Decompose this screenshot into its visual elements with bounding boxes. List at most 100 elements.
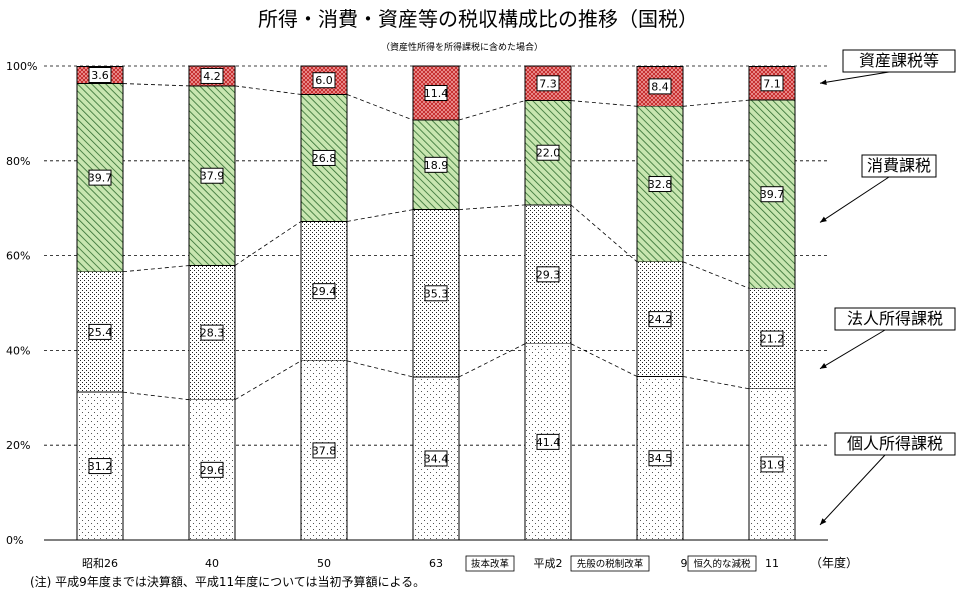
data-label: 26.8 — [312, 149, 337, 166]
data-label-text: 8.4 — [651, 80, 669, 93]
connector-line — [122, 83, 190, 87]
data-label-text: 7.3 — [539, 77, 557, 90]
y-tick-label: 40% — [6, 344, 30, 357]
data-label-text: 39.7 — [88, 172, 113, 185]
y-tick-label: 0% — [6, 534, 23, 547]
x-tick-label: 40 — [205, 557, 219, 570]
data-label: 21.2 — [760, 330, 784, 347]
data-label-box — [200, 324, 224, 341]
legend-arrow-line — [819, 454, 886, 526]
connector-line — [570, 100, 638, 107]
connector-line — [458, 100, 526, 121]
data-label: 3.6 — [88, 67, 112, 84]
connector-line — [122, 391, 190, 401]
data-label: 7.3 — [536, 75, 560, 92]
data-label-text: 41.4 — [536, 436, 561, 449]
chart-title: 所得・消費・資産等の税収構成比の推移（国税） — [258, 7, 698, 31]
y-tick-label: 60% — [6, 250, 30, 263]
legend-arrow-head — [820, 363, 827, 369]
reform-annotation-text: 先般の税制改革 — [577, 558, 644, 570]
legend-arrow-line — [819, 71, 890, 84]
data-label-box — [312, 283, 336, 300]
legend-arrow-head — [820, 518, 827, 525]
data-label-text: 7.1 — [763, 77, 781, 90]
legend-arrow-line — [819, 176, 890, 223]
data-label-box — [760, 456, 784, 473]
data-label: 22.0 — [536, 144, 561, 161]
data-label-box — [200, 461, 224, 478]
data-label: 29.4 — [312, 283, 337, 300]
data-label-box — [424, 85, 448, 102]
legend-arrow-head — [820, 216, 827, 223]
data-label: 41.4 — [536, 433, 561, 450]
legend-box — [842, 49, 956, 73]
legend-label: 消費課税 — [867, 156, 931, 175]
data-label: 25.4 — [88, 323, 112, 340]
legend-arrow-head — [820, 79, 827, 85]
connector-lines — [122, 83, 750, 401]
data-label-box — [200, 67, 224, 84]
reform-annotation-text: 抜本改革 — [471, 558, 510, 570]
legend-label: 資産課税等 — [859, 51, 939, 70]
reform-annotation: 恒久的な減税 — [687, 555, 757, 572]
bar-消費課税 — [748, 99, 796, 289]
data-label-box — [648, 311, 672, 328]
data-label: 39.7 — [88, 169, 113, 186]
bar-個人所得課税 — [524, 343, 572, 541]
y-tick-label: 100% — [6, 60, 37, 73]
data-label-text: 29.3 — [536, 268, 561, 281]
chart-subtitle: （資産性所得を所得課税に含めた場合） — [381, 41, 543, 53]
x-tick-label: 昭和26 — [82, 557, 118, 570]
data-labels: 31.2 25.4 39.7 3.6 29.6 28.3 37.9 4.2 37.8 29.4 26… — [88, 67, 785, 478]
data-label-box — [648, 176, 672, 193]
x-tick-label: 50 — [317, 557, 331, 570]
data-label-box — [536, 266, 560, 283]
data-label-text: 28.3 — [200, 327, 225, 340]
data-label-box — [200, 167, 224, 184]
data-label-box — [648, 78, 672, 95]
x-tick-label: 63 — [429, 557, 443, 570]
connector-line — [234, 360, 302, 401]
data-label-text: 6.0 — [315, 74, 333, 87]
data-label-text: 39.7 — [760, 188, 785, 201]
x-tick-label: 9 — [681, 557, 688, 570]
connector-line — [570, 343, 638, 377]
data-label-box — [536, 144, 560, 161]
reform-annotation: 先般の税制改革 — [570, 555, 650, 572]
data-label: 39.7 — [760, 186, 785, 203]
reform-annotation-box — [465, 555, 515, 572]
connector-line — [234, 85, 302, 95]
connector-line — [682, 99, 750, 107]
connector-line — [458, 343, 526, 378]
data-label-box — [760, 330, 784, 347]
data-label-text: 26.8 — [312, 152, 337, 165]
data-label-box — [760, 75, 784, 92]
data-label: 31.2 — [88, 458, 112, 475]
data-label-text: 29.4 — [312, 285, 337, 298]
data-label: 32.8 — [648, 176, 672, 193]
data-label-text: 29.6 — [200, 464, 225, 477]
connector-line — [346, 209, 414, 222]
connector-line — [458, 204, 526, 211]
data-label: 35.3 — [424, 285, 448, 302]
data-label-box — [760, 186, 784, 203]
x-tick-label: 平成2 — [534, 557, 563, 570]
data-label: 8.4 — [648, 78, 672, 95]
connector-line — [234, 221, 302, 266]
legend-法人所得課税: 法人所得課税 — [819, 307, 956, 370]
x-tick-label: 11 — [765, 557, 779, 570]
data-label: 37.8 — [312, 442, 336, 459]
connector-line — [122, 265, 190, 273]
reform-annotation-box — [687, 555, 757, 572]
data-label: 31.9 — [760, 456, 784, 473]
data-label-box — [88, 458, 112, 475]
data-label-text: 11.4 — [424, 87, 449, 100]
y-tick-label: 20% — [6, 439, 30, 452]
data-label-text: 18.9 — [424, 159, 449, 172]
data-label-text: 22.0 — [536, 147, 561, 160]
y-tick-label: 80% — [6, 155, 30, 168]
data-label: 37.9 — [200, 167, 224, 184]
x-axis: 昭和26 40 50 63 平成2 9 11 抜本改革 先般の税制改革 恒久的な減税 — [82, 555, 779, 572]
data-label: 4.2 — [200, 67, 224, 84]
